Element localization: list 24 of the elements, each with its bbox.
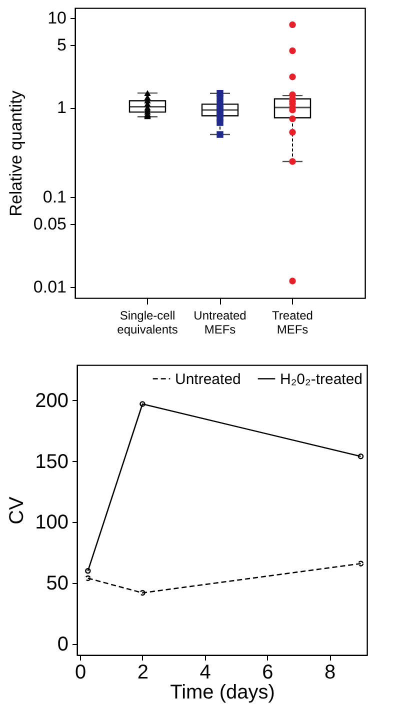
y-tick-label: 5	[57, 35, 66, 54]
x-tick-label: 8	[324, 662, 336, 684]
legend-label: Untreated	[175, 370, 241, 388]
x-tick-label: Treated MEFs	[272, 308, 313, 336]
y-tick-label: 0.1	[42, 188, 66, 207]
y-tick-label: 0.01	[33, 277, 66, 296]
y-axis-title: Relative quantity	[6, 90, 26, 216]
y-tick-label: 150	[35, 450, 68, 473]
y-tick-label: 0.05	[33, 214, 66, 234]
x-tick-label: Untreated MEFs	[194, 308, 246, 336]
y-tick-label: 100	[35, 512, 68, 534]
x-tick-label: 2	[137, 662, 149, 684]
legend-label: H₂0₂-treated	[280, 370, 363, 388]
x-tick-label: 6	[262, 662, 274, 684]
x-tick-label: 0	[75, 662, 86, 684]
x-axis-title: Time (days)	[170, 682, 275, 704]
y-tick-label: 50	[46, 572, 68, 595]
x-tick-label: Single-cell equivalents	[117, 308, 178, 336]
y-tick-label: 0	[57, 634, 68, 656]
y-tick-label: 200	[35, 390, 68, 412]
y-tick-label: 1	[57, 98, 66, 118]
y-tick-label: 10	[48, 8, 66, 28]
y-axis-title: CV	[6, 496, 28, 524]
x-tick-label: 4	[200, 662, 211, 684]
